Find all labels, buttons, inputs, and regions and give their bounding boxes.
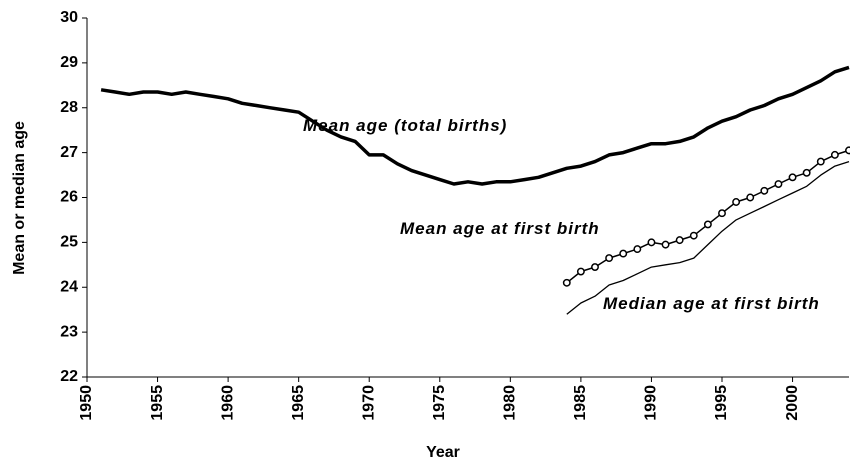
y-tick-label: 27 (60, 144, 78, 161)
series-marker (591, 263, 599, 272)
x-tick-label: 1975 (431, 385, 448, 421)
x-tick-label: 1980 (502, 385, 519, 421)
series-marker (802, 168, 811, 177)
series-marker (576, 267, 585, 276)
x-tick-label: 1965 (290, 385, 307, 421)
x-axis-label: Year (426, 444, 460, 461)
series-label: Mean age (total births) (303, 116, 508, 135)
x-tick-label: 1950 (78, 385, 95, 421)
series-marker (675, 236, 684, 245)
y-tick-label: 26 (60, 189, 78, 206)
series-marker (732, 198, 741, 206)
series-marker (830, 150, 839, 159)
y-tick-label: 22 (60, 368, 78, 385)
y-tick-label: 23 (60, 323, 78, 340)
series-marker (605, 254, 614, 263)
y-tick-label: 30 (60, 9, 78, 26)
series-marker (703, 220, 712, 229)
y-tick-label: 24 (60, 278, 78, 295)
series-line (100, 65, 850, 186)
y-axis-label: Mean or median age (11, 121, 28, 275)
y-tick-label: 25 (60, 234, 78, 251)
series-marker (816, 157, 825, 166)
series-label: Mean age at first birth (400, 219, 600, 238)
series-marker (760, 186, 769, 195)
series-marker (661, 240, 670, 249)
x-tick-label: 1995 (713, 385, 730, 421)
series-marker (633, 245, 642, 254)
x-tick-label: 1955 (149, 385, 166, 421)
x-tick-label: 1985 (572, 385, 589, 421)
series-label: Median age at first birth (603, 294, 820, 313)
series-marker (718, 209, 726, 218)
series-marker (619, 249, 628, 258)
x-tick-label: 2000 (784, 385, 801, 421)
x-tick-label: 1970 (360, 385, 377, 421)
series-marker (562, 278, 571, 287)
series-line (566, 160, 850, 315)
series-marker (788, 173, 797, 182)
series-marker (774, 180, 783, 188)
series-marker (746, 193, 755, 202)
series-marker (647, 238, 656, 247)
x-tick-label: 1990 (643, 385, 660, 421)
x-tick-label: 1960 (219, 385, 236, 421)
y-tick-label: 29 (60, 54, 78, 71)
y-tick-label: 28 (60, 99, 78, 116)
series-marker (845, 146, 850, 155)
series-marker (689, 231, 698, 240)
